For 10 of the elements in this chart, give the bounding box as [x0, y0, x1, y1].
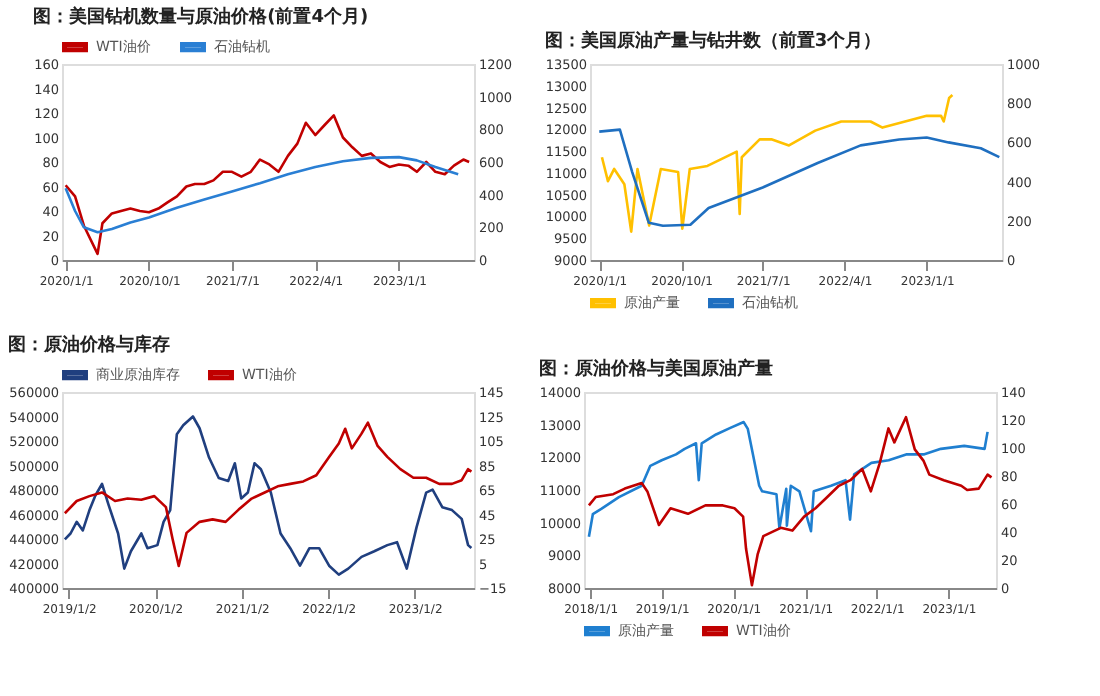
line-series: [64, 114, 471, 256]
line-series: [597, 128, 1001, 227]
chart-title: 图：美国钻机数量与原油价格(前置4个月): [33, 6, 369, 28]
line-series: [64, 155, 460, 234]
line-series: [600, 93, 954, 233]
line-series: [587, 415, 993, 587]
line-series: [587, 420, 989, 539]
chart-title: 图：原油价格与美国原油产量: [538, 358, 773, 380]
chart-title: 图：原油价格与库存: [8, 334, 171, 356]
chart-title: 图：美国原油产量与钻井数（前置3个月）: [544, 30, 882, 52]
